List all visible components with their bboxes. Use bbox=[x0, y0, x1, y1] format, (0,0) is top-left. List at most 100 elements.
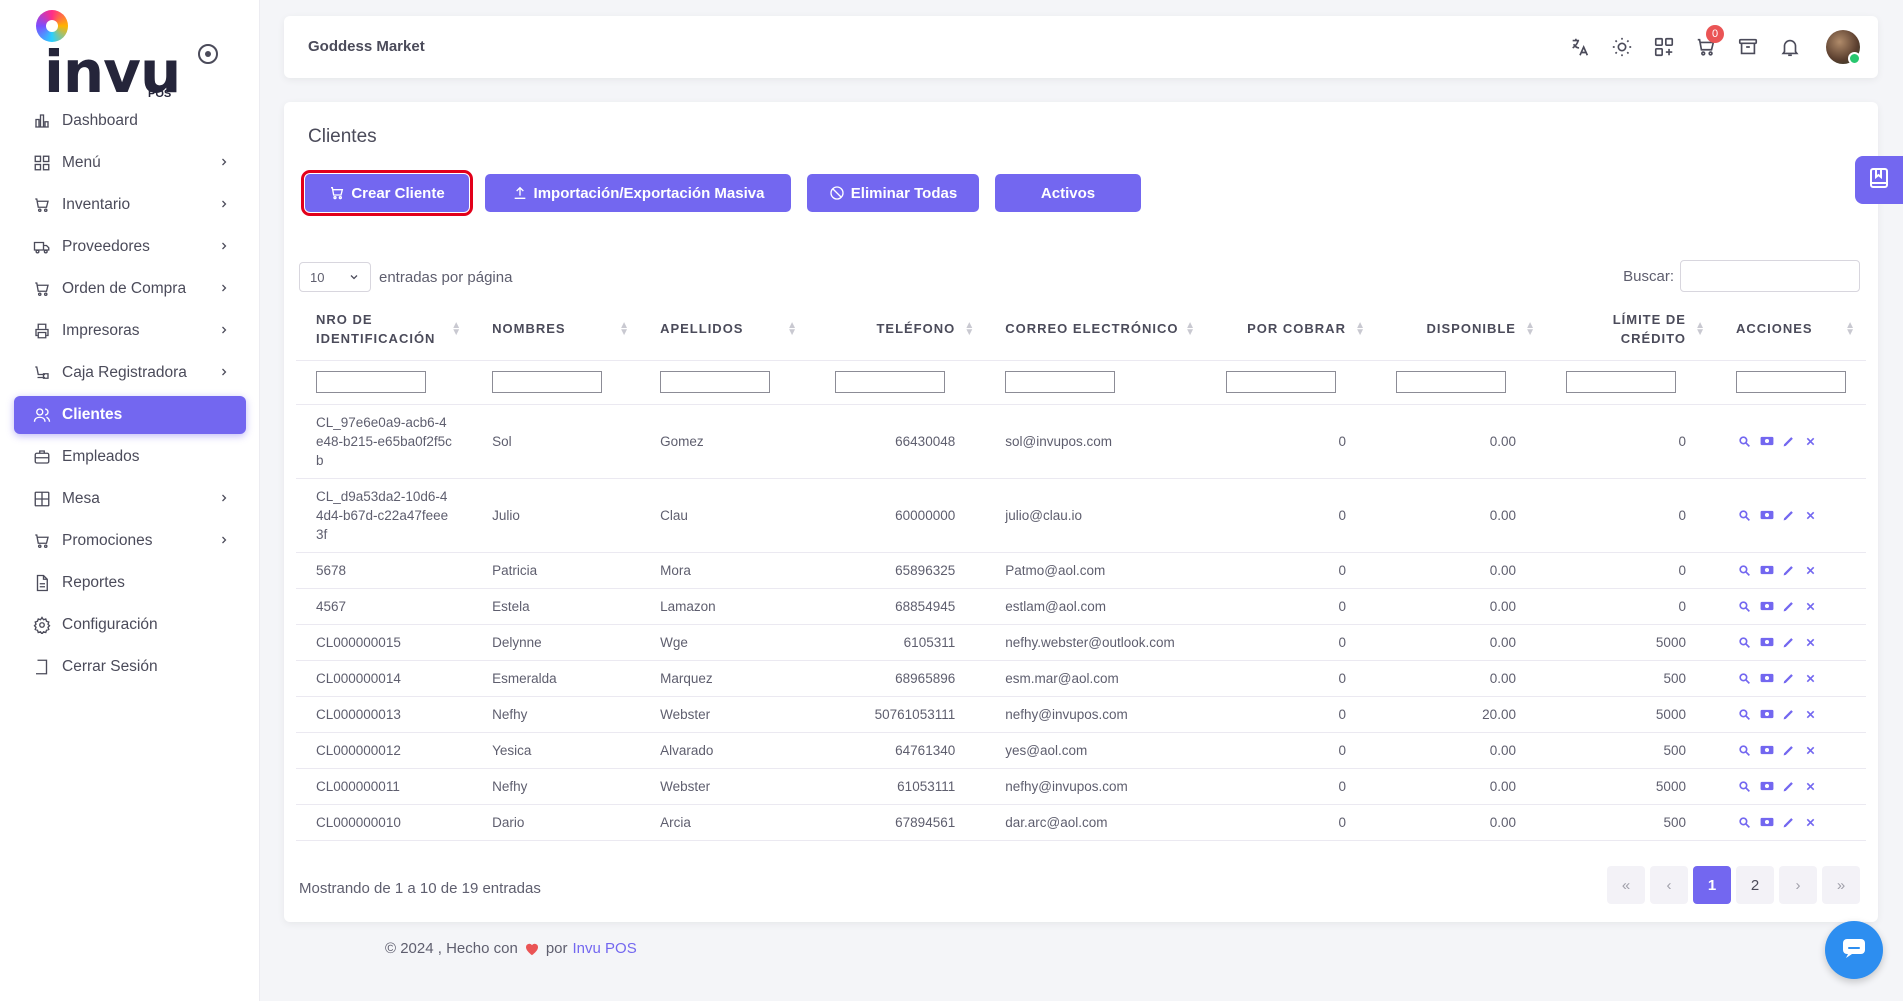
cart-icon[interactable]: 0 bbox=[1694, 25, 1724, 59]
column-filter-input[interactable] bbox=[660, 371, 771, 393]
view-icon[interactable] bbox=[1736, 778, 1754, 794]
view-icon[interactable] bbox=[1736, 634, 1754, 650]
cash-icon[interactable] bbox=[1758, 670, 1776, 686]
edit-icon[interactable] bbox=[1780, 507, 1798, 523]
view-icon[interactable] bbox=[1736, 742, 1754, 758]
column-header[interactable]: NRO DE IDENTIFICACIÓN ▲ ▼ bbox=[296, 298, 473, 361]
view-icon[interactable] bbox=[1736, 706, 1754, 722]
first-page-button[interactable]: « bbox=[1607, 866, 1645, 904]
view-icon[interactable] bbox=[1736, 433, 1754, 449]
edit-icon[interactable] bbox=[1780, 742, 1798, 758]
cash-icon[interactable] bbox=[1758, 778, 1776, 794]
edit-icon[interactable] bbox=[1780, 634, 1798, 650]
page-2-button[interactable]: 2 bbox=[1736, 866, 1774, 904]
delete-icon[interactable] bbox=[1802, 634, 1820, 650]
delete-icon[interactable] bbox=[1802, 670, 1820, 686]
cash-icon[interactable] bbox=[1758, 433, 1776, 449]
customizer-tab[interactable] bbox=[1855, 156, 1903, 204]
sidebar-item-promociones[interactable]: Promociones bbox=[14, 522, 246, 560]
column-filter-input[interactable] bbox=[492, 371, 603, 393]
sidebar-item-dashboard[interactable]: Dashboard bbox=[14, 102, 246, 140]
user-avatar[interactable] bbox=[1826, 30, 1861, 65]
column-filter-input[interactable] bbox=[1735, 371, 1846, 393]
search-input[interactable] bbox=[1680, 260, 1860, 292]
edit-icon[interactable] bbox=[1780, 706, 1798, 722]
sidebar-item-caja-registradora[interactable]: Caja Registradora bbox=[14, 354, 246, 392]
cash-icon[interactable] bbox=[1758, 706, 1776, 722]
column-header[interactable]: ACCIONES ▲ ▼ bbox=[1715, 298, 1866, 361]
sidebar-item-menu[interactable]: Menú bbox=[14, 144, 246, 182]
active-filter-button[interactable]: Activos bbox=[995, 174, 1141, 212]
footer-brand-link[interactable]: Invu POS bbox=[572, 940, 637, 957]
cash-icon[interactable] bbox=[1758, 507, 1776, 523]
translate-icon[interactable] bbox=[1568, 35, 1592, 59]
edit-icon[interactable] bbox=[1780, 433, 1798, 449]
delete-icon[interactable] bbox=[1802, 562, 1820, 578]
delete-icon[interactable] bbox=[1802, 507, 1820, 523]
column-filter-input[interactable] bbox=[1395, 371, 1506, 393]
sidebar-item-label: Empleados bbox=[62, 448, 140, 465]
bell-icon[interactable] bbox=[1778, 35, 1802, 59]
chat-button[interactable] bbox=[1825, 921, 1883, 979]
view-icon[interactable] bbox=[1736, 598, 1754, 614]
create-client-button[interactable]: Crear Cliente bbox=[301, 170, 473, 216]
view-icon[interactable] bbox=[1736, 814, 1754, 830]
sidebar-item-mesa[interactable]: Mesa bbox=[14, 480, 246, 518]
column-filter-input[interactable] bbox=[1225, 371, 1336, 393]
table-row: CL_d9a53da2-10d6-44d4-b67d-c22a47feee3f J… bbox=[296, 478, 1866, 553]
cash-icon[interactable] bbox=[1758, 562, 1776, 578]
column-filter-input[interactable] bbox=[1005, 371, 1116, 393]
sidebar-item-clientes[interactable]: Clientes bbox=[14, 396, 246, 434]
bulk-import-export-button[interactable]: Importación/Exportación Masiva bbox=[485, 174, 791, 212]
edit-icon[interactable] bbox=[1780, 598, 1798, 614]
column-header[interactable]: LÍMITE DE CRÉDITO ▲ ▼ bbox=[1545, 298, 1716, 361]
archive-icon[interactable] bbox=[1736, 35, 1760, 59]
cash-icon[interactable] bbox=[1758, 598, 1776, 614]
sidebar-item-configuracion[interactable]: Configuración bbox=[14, 606, 246, 644]
page-1-button[interactable]: 1 bbox=[1693, 866, 1731, 904]
cash-icon[interactable] bbox=[1758, 634, 1776, 650]
invu-logo[interactable]: invu POS bbox=[34, 8, 184, 106]
cell-telefono: 64761340 bbox=[808, 732, 986, 769]
edit-icon[interactable] bbox=[1780, 778, 1798, 794]
sidebar-item-cerrar-sesion[interactable]: Cerrar Sesión bbox=[14, 648, 246, 686]
table-summary: Mostrando de 1 a 10 de 19 entradas bbox=[299, 880, 541, 897]
cash-icon[interactable] bbox=[1758, 814, 1776, 830]
column-filter-input[interactable] bbox=[1565, 371, 1676, 393]
view-icon[interactable] bbox=[1736, 670, 1754, 686]
sidebar-item-inventario[interactable]: Inventario bbox=[14, 186, 246, 224]
delete-icon[interactable] bbox=[1802, 433, 1820, 449]
sidebar-item-orden-de-compra[interactable]: Orden de Compra bbox=[14, 270, 246, 308]
column-filter-input[interactable] bbox=[835, 371, 946, 393]
delete-all-button[interactable]: Eliminar Todas bbox=[807, 174, 979, 212]
delete-icon[interactable] bbox=[1802, 706, 1820, 722]
entries-select[interactable]: 10 bbox=[299, 262, 371, 292]
next-page-button[interactable]: › bbox=[1779, 866, 1817, 904]
theme-sun-icon[interactable] bbox=[1610, 35, 1634, 59]
last-page-button[interactable]: » bbox=[1822, 866, 1860, 904]
edit-icon[interactable] bbox=[1780, 814, 1798, 830]
delete-icon[interactable] bbox=[1802, 778, 1820, 794]
column-header[interactable]: DISPONIBLE ▲ ▼ bbox=[1375, 298, 1546, 361]
column-header[interactable]: CORREO ELECTRÓNICO ▲ ▼ bbox=[985, 298, 1206, 361]
column-header[interactable]: APELLIDOS ▲ ▼ bbox=[640, 298, 809, 361]
sidebar-item-proveedores[interactable]: Proveedores bbox=[14, 228, 246, 266]
delete-icon[interactable] bbox=[1802, 814, 1820, 830]
sidebar-toggle-icon[interactable] bbox=[198, 44, 218, 64]
column-filter-input[interactable] bbox=[316, 371, 426, 393]
edit-icon[interactable] bbox=[1780, 670, 1798, 686]
sidebar-item-impresoras[interactable]: Impresoras bbox=[14, 312, 246, 350]
view-icon[interactable] bbox=[1736, 507, 1754, 523]
edit-icon[interactable] bbox=[1780, 562, 1798, 578]
apps-grid-icon[interactable] bbox=[1652, 35, 1676, 59]
prev-page-button[interactable]: ‹ bbox=[1650, 866, 1688, 904]
cash-icon[interactable] bbox=[1758, 742, 1776, 758]
delete-icon[interactable] bbox=[1802, 742, 1820, 758]
view-icon[interactable] bbox=[1736, 562, 1754, 578]
column-header[interactable]: TELÉFONO ▲ ▼ bbox=[808, 298, 986, 361]
sidebar-item-empleados[interactable]: Empleados bbox=[14, 438, 246, 476]
delete-icon[interactable] bbox=[1802, 598, 1820, 614]
column-header[interactable]: NOMBRES ▲ ▼ bbox=[472, 298, 641, 361]
column-header[interactable]: POR COBRAR ▲ ▼ bbox=[1205, 298, 1376, 361]
sidebar-item-reportes[interactable]: Reportes bbox=[14, 564, 246, 602]
